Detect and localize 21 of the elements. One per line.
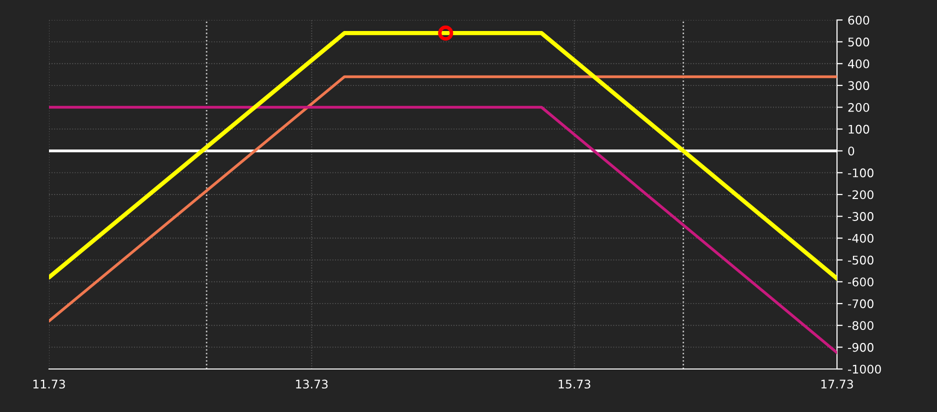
y-tick-label: -100	[848, 168, 874, 178]
y-tick-label: -900	[848, 342, 874, 352]
y-tick-label: 100	[848, 124, 870, 134]
x-tick-label: 11.73	[33, 380, 65, 389]
y-tick-label: 400	[848, 59, 870, 68]
y-tick-label: -700	[848, 299, 874, 308]
y-tick-label: -600	[848, 277, 874, 286]
y-tick-label: -1000	[848, 364, 881, 374]
x-tick-label: 13.73	[296, 380, 328, 389]
y-tick-label: -800	[848, 321, 874, 330]
y-tick-label: 0	[848, 146, 854, 156]
x-tick-label: 15.73	[558, 380, 590, 389]
y-tick-label: 300	[848, 81, 870, 90]
y-tick-label: -300	[848, 212, 874, 221]
y-tick-label: 200	[848, 102, 870, 112]
y-tick-label: -500	[848, 256, 874, 265]
y-tick-label: -200	[848, 190, 874, 200]
y-tick-label: 500	[848, 38, 870, 46]
y-tick-label: -400	[848, 234, 874, 243]
y-tick-label: 600	[848, 16, 870, 25]
x-tick-label: 17.73	[821, 380, 853, 389]
